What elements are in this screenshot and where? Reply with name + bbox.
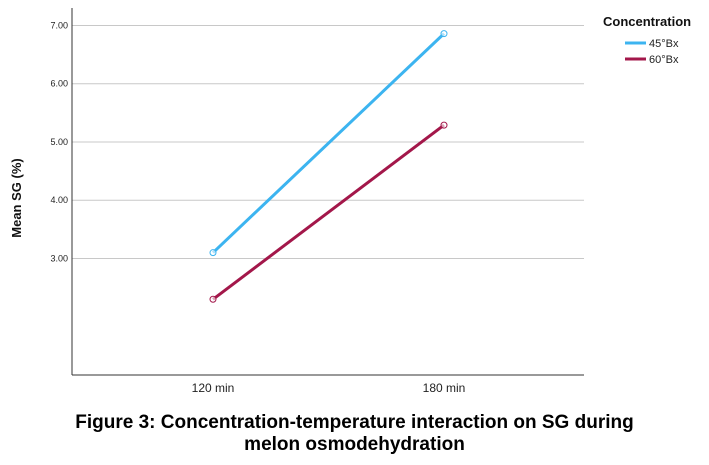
plot-area	[72, 8, 584, 375]
y-tick-label: 7.00	[50, 20, 68, 30]
y-tick-labels: 3.00 4.00 5.00 6.00 7.00	[50, 20, 68, 263]
y-tick-label: 5.00	[50, 137, 68, 147]
legend-title: Concentration	[603, 14, 691, 29]
x-tick-label: 180 min	[423, 381, 466, 395]
caption-line-2: melon osmodehydration	[244, 434, 465, 455]
y-axis-title: Mean SG (%)	[9, 158, 24, 237]
series-lines	[209, 30, 448, 303]
figure-caption: Figure 3: Concentration-temperature inte…	[0, 412, 709, 456]
x-tick-labels: 120 min 180 min	[192, 381, 466, 395]
chart: 3.00 4.00 5.00 6.00 7.00 120 min 180 min Mean…	[9, 8, 691, 395]
x-tick-label: 120 min	[192, 381, 235, 395]
data-point	[209, 295, 217, 303]
series-line-1	[212, 123, 445, 301]
y-tick-label: 6.00	[50, 79, 68, 89]
data-point	[209, 249, 217, 257]
data-point	[440, 30, 448, 38]
y-tick-label: 3.00	[50, 253, 68, 263]
data-point	[440, 121, 448, 129]
y-tick-label: 4.00	[50, 195, 68, 205]
caption-line-1: Figure 3: Concentration-temperature inte…	[75, 412, 634, 433]
legend-label-0: 45°Bx	[649, 38, 679, 50]
legend: Concentration 45°Bx 60°Bx	[603, 14, 691, 66]
series-line-0	[211, 32, 446, 254]
legend-items: 45°Bx 60°Bx	[625, 38, 679, 66]
legend-label-1: 60°Bx	[649, 54, 679, 66]
